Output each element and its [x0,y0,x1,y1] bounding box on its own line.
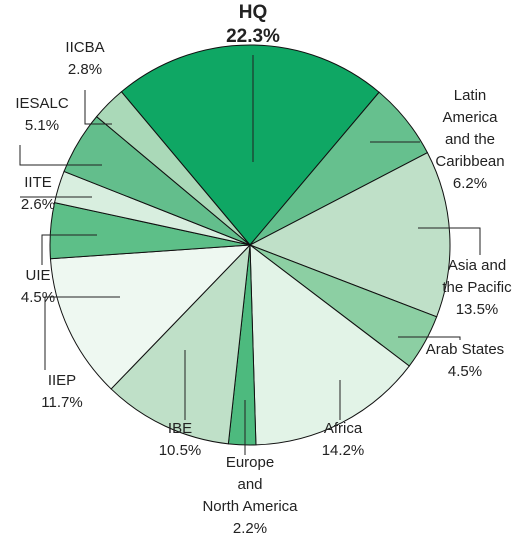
value-label: 4.5% [21,289,55,306]
slice-label: HQ [239,2,268,23]
slice-label: IBE [168,420,192,437]
leader-line [84,90,112,125]
slice-label: IITE [24,174,52,191]
value-label: 2.8% [68,61,102,78]
value-label: 2.6% [21,196,55,213]
value-label: 2.2% [233,520,267,537]
value-label: 10.5% [159,442,202,459]
slice-label: UIE [25,267,50,284]
leader-line [41,234,97,265]
pie-slice [120,44,380,246]
pie-slice [249,243,410,446]
value-label: 14.2% [322,442,365,459]
slice-label: Europe and North America [202,454,298,515]
pie-slice [95,91,251,246]
pie-slice [110,243,251,445]
leader-line [19,145,102,166]
value-label: 22.3% [226,26,280,47]
value-label: 11.7% [41,394,82,411]
slice-label: Africa [324,420,363,437]
value-label: 4.5% [448,363,482,380]
slice-label: Arab States [426,341,504,358]
value-label: 13.5% [456,301,499,318]
leader-line [418,227,481,255]
slice-label: Asia and the Pacific [442,257,512,296]
pie-slice [248,151,451,318]
value-label: 5.1% [25,117,59,134]
slice-label: IICBA [65,39,104,56]
value-label: 6.2% [453,175,487,192]
leader-line [398,336,461,340]
slice-label: Latin America and the Caribbean [435,87,504,170]
pie-slice [49,244,252,390]
slice-label: IESALC [15,95,69,112]
leader-line [44,296,120,370]
slice-label: IIEP [48,372,76,389]
